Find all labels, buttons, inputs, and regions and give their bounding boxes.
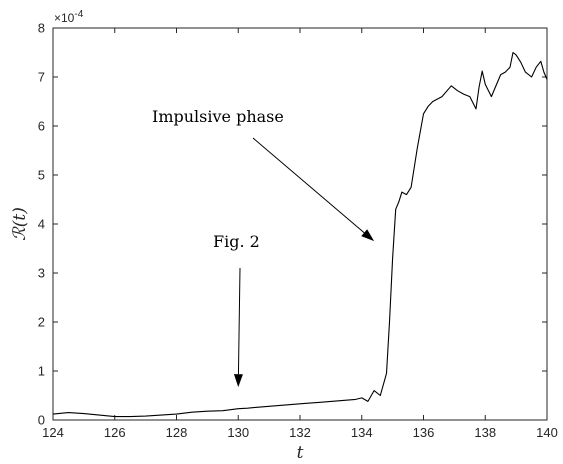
x-tick-label: 124 bbox=[42, 425, 64, 440]
x-tick-label: 126 bbox=[104, 425, 126, 440]
y-tick-label: 4 bbox=[38, 217, 45, 232]
y-tick-label: 2 bbox=[38, 315, 45, 330]
x-tick-label: 136 bbox=[413, 425, 435, 440]
x-tick-labels: 124 126 128 130 132 134 136 138 140 bbox=[42, 425, 558, 440]
annotation-fig2-arrow bbox=[237, 267, 241, 375]
y-scale-exponent: -4 bbox=[74, 9, 83, 20]
plot-area bbox=[52, 27, 548, 421]
y-axis-label: ℛ(t) bbox=[10, 207, 30, 241]
x-tick-label: 134 bbox=[351, 425, 373, 440]
annotation-impulsive-phase-text: Impulsive phase bbox=[152, 107, 284, 126]
y-tick-label: 3 bbox=[38, 266, 45, 281]
x-tick-label: 140 bbox=[536, 425, 558, 440]
annotation-fig2-arrowhead bbox=[233, 374, 243, 388]
annotation-impulsive-phase-arrow bbox=[252, 137, 365, 234]
x-tick-label: 128 bbox=[166, 425, 188, 440]
annotation-impulsive-phase: Impulsive phase bbox=[152, 107, 375, 242]
y-scale-label: ×10-4 bbox=[54, 9, 84, 25]
x-axis-label: t bbox=[297, 443, 304, 463]
y-tick-label: 6 bbox=[38, 119, 45, 134]
x-tick-label: 138 bbox=[474, 425, 496, 440]
y-tick-label: 8 bbox=[38, 21, 45, 36]
y-tick-label: 5 bbox=[38, 168, 45, 183]
y-tick-label: 1 bbox=[38, 364, 45, 379]
annotation-fig2: Fig. 2 bbox=[213, 232, 260, 388]
x-tick-label: 132 bbox=[289, 425, 311, 440]
y-tick-labels: 0 1 2 3 4 5 6 7 8 bbox=[38, 21, 45, 428]
annotation-fig2-text: Fig. 2 bbox=[213, 232, 260, 251]
y-axis-label-script: ℛ bbox=[10, 226, 30, 241]
y-tick-label: 7 bbox=[38, 70, 45, 85]
x-tick-label: 130 bbox=[227, 425, 249, 440]
y-axis-label-rest: (t) bbox=[10, 207, 30, 227]
tick-marks bbox=[52, 27, 548, 421]
y-tick-label: 0 bbox=[38, 413, 45, 428]
annotation-impulsive-phase-arrowhead bbox=[361, 229, 375, 242]
data-series-line bbox=[52, 51, 548, 418]
